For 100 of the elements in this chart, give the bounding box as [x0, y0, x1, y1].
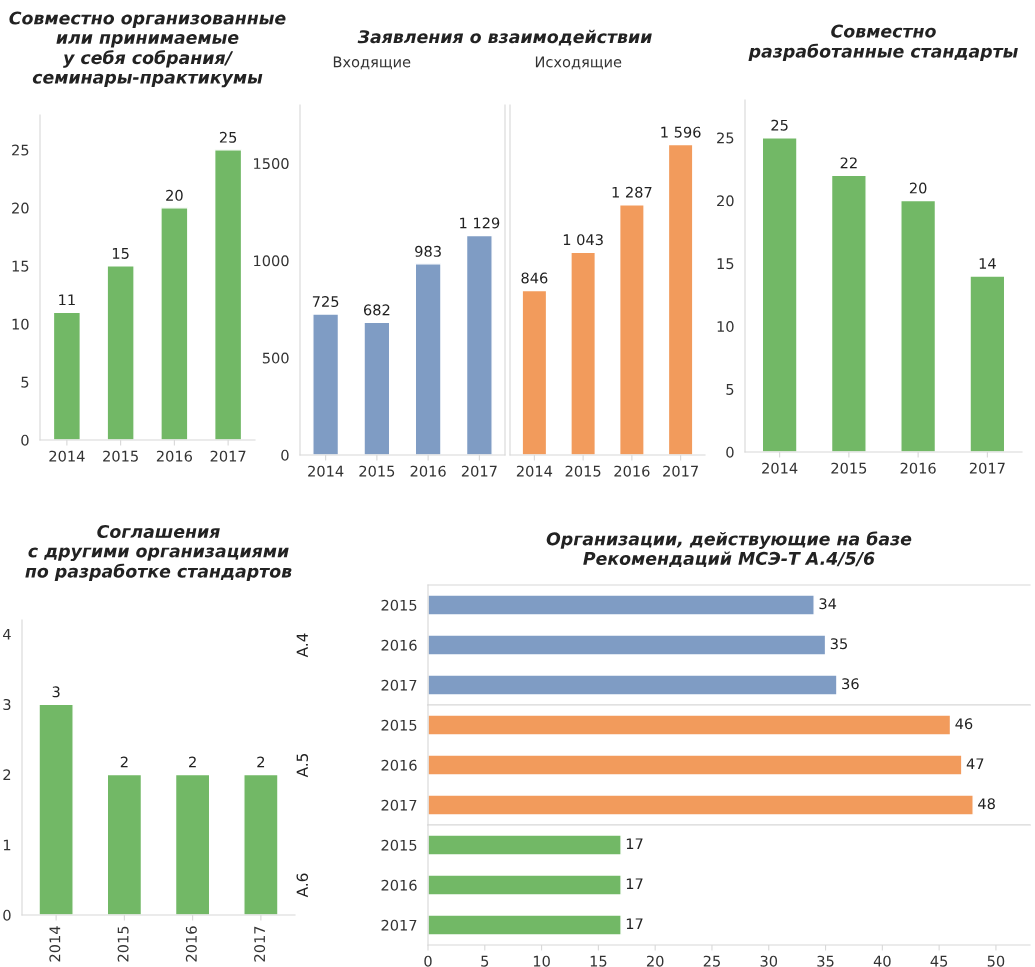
bar	[969, 275, 1006, 452]
x-tick-label: 40	[873, 955, 891, 967]
y-tick-label: 2015	[381, 599, 417, 611]
chart-title: Заявления о взаимодействии	[357, 29, 652, 46]
bar	[414, 263, 442, 455]
data-label: 36	[842, 678, 859, 690]
y-tick-label: 500	[262, 352, 289, 364]
x-tick-label: 2015	[359, 465, 395, 477]
data-label: 25	[771, 119, 788, 131]
data-label: 2	[120, 756, 128, 768]
y-tick-label: 2	[3, 769, 11, 781]
y-tick-label: 25	[717, 132, 734, 144]
y-tick-label: 2016	[381, 879, 417, 891]
x-tick-label: 2014	[308, 465, 344, 477]
x-tick-label: 2016	[900, 462, 936, 474]
data-label: 17	[626, 878, 643, 890]
x-tick-label: 35	[817, 955, 834, 967]
x-tick-label: 2016	[410, 465, 446, 477]
chart-subtitle: Исходящие	[535, 56, 622, 70]
chart-title: Совместно разработанные стандарты	[748, 24, 1018, 62]
x-tick-label: 2016	[614, 465, 650, 477]
x-tick-label: 45	[930, 955, 948, 967]
x-tick-label: 2017	[461, 465, 497, 477]
x-tick-label: 2014	[516, 465, 553, 477]
bar	[667, 143, 694, 455]
bar	[618, 204, 645, 455]
bar	[213, 149, 243, 440]
data-label: 846	[521, 272, 548, 284]
y-axis-title: A.4	[296, 633, 308, 658]
bar	[900, 199, 937, 452]
x-tick-label: 2014	[762, 462, 798, 474]
chart-title: Соглашения с другими организациями по разработке стандартов	[25, 524, 292, 582]
data-label: 20	[909, 182, 927, 194]
data-label: 25	[219, 131, 237, 143]
y-tick-label: 1	[3, 839, 11, 851]
y-tick-label: 20	[717, 195, 734, 207]
x-tick-label: 2016	[156, 450, 193, 462]
x-tick-label: 10	[533, 955, 550, 967]
data-label: 3	[52, 686, 60, 698]
y-tick-label: 0	[3, 909, 11, 921]
y-tick-label: 10	[717, 321, 734, 333]
y-tick-label: 3	[3, 699, 11, 711]
y-tick-label: 20	[12, 202, 29, 214]
x-tick-label: 5	[481, 955, 489, 967]
x-tick-label: 50	[987, 955, 1005, 967]
x-tick-label: 2015	[103, 450, 138, 462]
data-label: 725	[312, 296, 339, 308]
y-tick-label: 4	[3, 628, 11, 640]
data-label: 1 129	[460, 217, 500, 229]
bar	[312, 313, 340, 455]
x-tick-label: 2015	[565, 465, 601, 477]
x-tick-label: 15	[590, 955, 607, 967]
x-tick-label: 2016	[185, 926, 197, 962]
data-label: 14	[979, 258, 996, 269]
bar	[761, 137, 798, 452]
y-axis-title: A.5	[296, 753, 309, 778]
data-label: 682	[363, 304, 390, 316]
chart-title: Организации, действующие на базе Рекомендаций МСЭ-Т A.4/5/6	[546, 531, 912, 568]
bar	[106, 265, 135, 440]
data-label: 983	[415, 245, 441, 257]
y-tick-label: 2017	[381, 799, 417, 811]
data-label: 2	[189, 756, 196, 768]
bar	[363, 321, 391, 455]
data-label: 20	[166, 189, 183, 201]
x-tick-label: 30	[760, 955, 778, 967]
y-tick-label: 10	[12, 318, 29, 330]
data-label: 1 596	[661, 126, 701, 138]
data-label: 15	[112, 248, 129, 259]
y-tick-label: 15	[12, 260, 29, 272]
x-tick-label: 2017	[969, 462, 1005, 474]
data-label: 1 043	[563, 234, 603, 246]
chart-title: Совместно организованные или принимаемые у себя собрания/ семинары-практикумы	[9, 11, 286, 88]
x-tick-label: 2014	[49, 450, 85, 462]
data-label: 1 287	[612, 186, 652, 198]
x-tick-label: 2017	[210, 450, 246, 462]
y-tick-label: 5	[21, 376, 29, 388]
bar	[160, 207, 189, 440]
x-tick-label: 25	[703, 955, 720, 967]
y-tick-label: 1000	[254, 255, 289, 267]
x-tick-label: 2017	[663, 465, 698, 477]
y-tick-label: 1500	[254, 158, 289, 170]
data-label: 34	[819, 598, 837, 610]
bar	[521, 289, 548, 455]
data-label: 48	[978, 798, 995, 810]
bar	[52, 311, 82, 440]
y-tick-label: 2015	[381, 839, 417, 851]
chart-subtitle: Входящие	[333, 56, 411, 70]
data-label: 35	[830, 638, 847, 650]
data-label: 17	[626, 918, 643, 930]
data-label: 47	[966, 758, 984, 770]
x-tick-label: 2015	[117, 926, 129, 962]
y-tick-label: 2016	[381, 759, 417, 771]
data-label: 22	[840, 157, 857, 169]
y-tick-label: 15	[717, 258, 734, 270]
data-label: 11	[59, 294, 75, 306]
y-tick-label: 2017	[381, 679, 417, 691]
data-label: 46	[955, 718, 973, 730]
x-tick-label: 0	[424, 955, 432, 967]
y-tick-label: 5	[726, 384, 734, 395]
y-tick-label: 2016	[381, 639, 417, 651]
